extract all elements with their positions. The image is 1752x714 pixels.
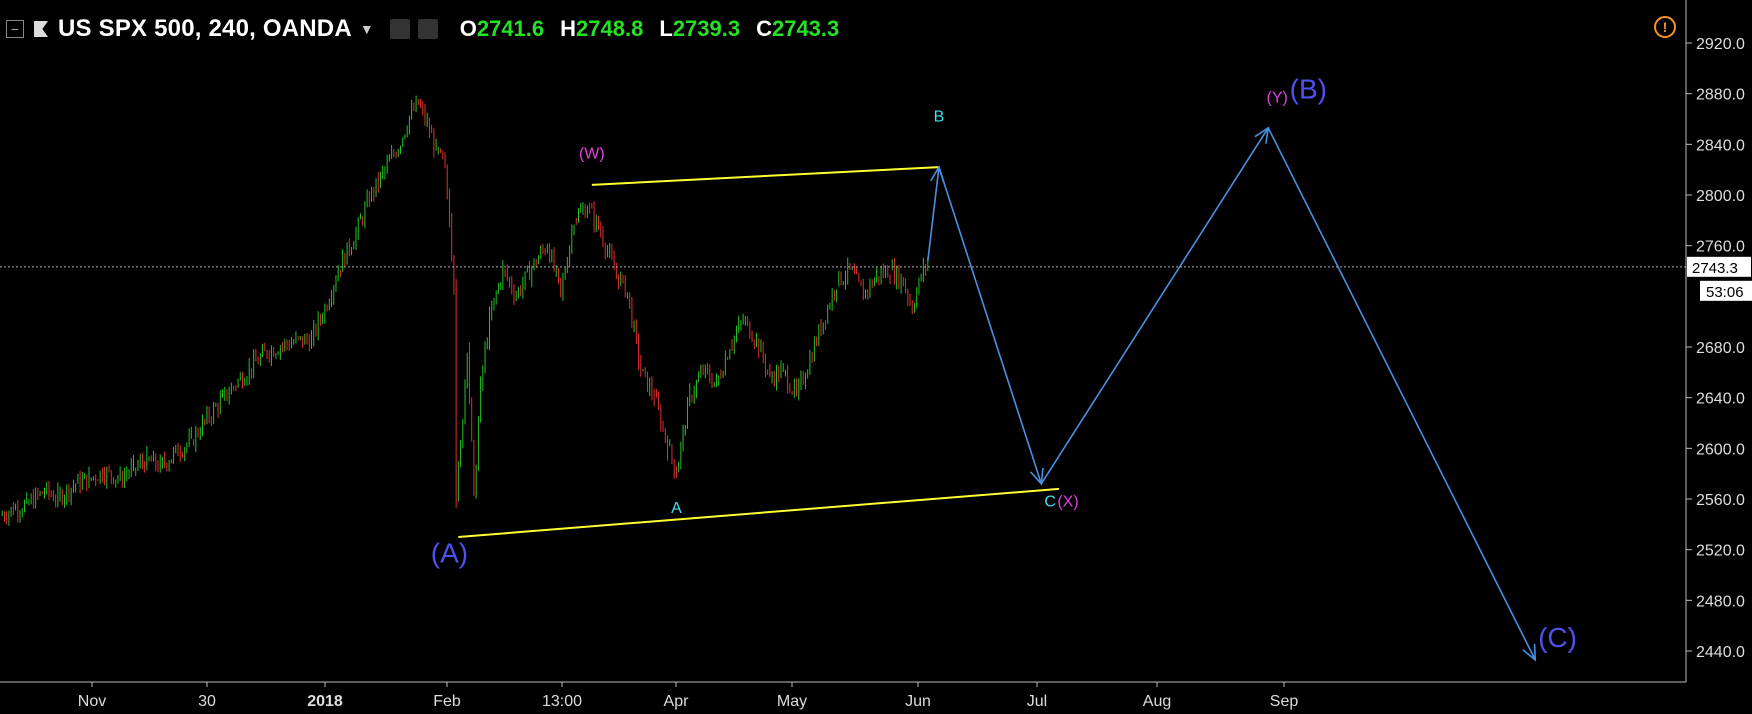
wave-label: (Y) — [1266, 90, 1287, 107]
wave-label: C — [1044, 494, 1056, 511]
minus-square-icon[interactable]: − — [6, 20, 24, 38]
wave-label: A — [671, 500, 682, 517]
wave-label: (A) — [431, 537, 468, 568]
projection-segment — [938, 166, 1043, 485]
price-tick-label: 2600.0 — [1696, 441, 1745, 458]
gear-icon[interactable] — [417, 19, 438, 39]
countdown-tag — [1700, 280, 1752, 301]
current-price-tag — [1687, 256, 1751, 277]
trendline-upper — [591, 166, 940, 186]
flag-icon[interactable] — [34, 21, 48, 37]
price-tick-label: 2920.0 — [1696, 36, 1745, 53]
eye-icon[interactable] — [389, 19, 410, 39]
symbol-title[interactable]: US SPX 500, 240, OANDA — [58, 15, 352, 42]
ohlc-open: O2741.6 — [459, 16, 545, 41]
price-tick-label: 2680.0 — [1696, 340, 1745, 357]
ohlc-readout: O2741.6 H2748.8 L2739.3 C2743.3 — [460, 16, 840, 42]
wave-label: (X) — [1057, 494, 1078, 511]
time-tick-label: Apr — [664, 693, 690, 710]
countdown-label: 53:06 — [1706, 284, 1744, 301]
wave-label: (C) — [1538, 622, 1577, 653]
price-tick-label: 2560.0 — [1696, 492, 1745, 509]
price-tick-label: 2880.0 — [1696, 87, 1745, 104]
price-tick-label: 2440.0 — [1696, 644, 1745, 661]
warning-circle-icon[interactable]: ! — [1654, 16, 1676, 38]
current-price-label: 2743.3 — [1692, 260, 1738, 277]
ohlc-close: C2743.3 — [756, 16, 840, 41]
price-tick-label: 2520.0 — [1696, 543, 1745, 560]
projection-segment — [927, 167, 940, 261]
wave-label: (B) — [1290, 74, 1327, 105]
projection-segment — [1040, 127, 1269, 485]
chart-header: − US SPX 500, 240, OANDA ▼ O2741.6 H2748… — [6, 12, 839, 46]
time-tick-label: Nov — [78, 693, 106, 710]
price-tick-label: 2640.0 — [1696, 391, 1745, 408]
price-tick-label: 2480.0 — [1696, 593, 1745, 610]
time-tick-label: 13:00 — [542, 693, 582, 710]
wave-label: B — [934, 109, 945, 126]
chevron-down-icon[interactable]: ▼ — [359, 21, 374, 37]
projection-segment — [1267, 127, 1536, 661]
projection-arrowhead — [1522, 643, 1537, 662]
time-tick-label: 30 — [198, 693, 216, 710]
wave-label: (W) — [579, 145, 605, 162]
time-tick-label: Jun — [905, 693, 931, 710]
time-tick-label: Sep — [1270, 693, 1299, 710]
time-tick-label: May — [777, 693, 807, 710]
plot-area: (W) B (Y) (B) (A) A C (X) (C) — [1, 74, 1577, 662]
ohlc-low: L2739.3 — [659, 16, 741, 41]
ohlc-high: H2748.8 — [560, 16, 644, 41]
price-tick-label: 2760.0 — [1696, 239, 1745, 256]
price-tick-label: 2800.0 — [1696, 188, 1745, 205]
time-tick-label: Aug — [1143, 693, 1171, 710]
price-tick-label: 2840.0 — [1696, 137, 1745, 154]
time-tick-label: Feb — [433, 693, 461, 710]
time-tick-label: 2018 — [307, 693, 343, 710]
trendline-lower — [458, 487, 1060, 538]
time-tick-label: Jul — [1027, 693, 1047, 710]
